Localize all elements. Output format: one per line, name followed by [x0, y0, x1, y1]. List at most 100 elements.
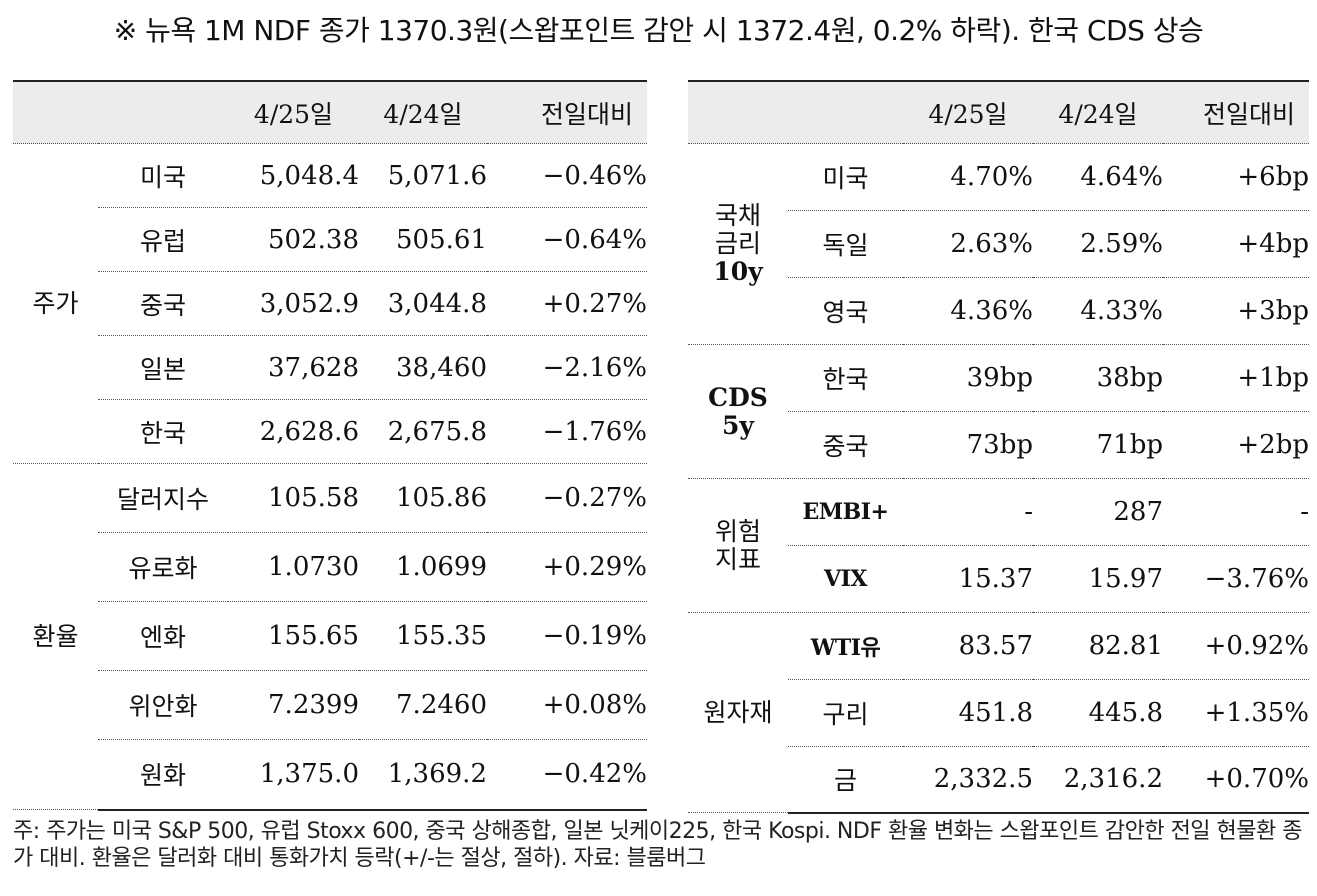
group-label-line: CDS	[708, 382, 768, 412]
page-title: ※ 뉴욕 1M NDF 종가 1370.3원(스왑포인트 감안 시 1372.4…	[113, 14, 1204, 47]
row-label: 금	[788, 746, 903, 814]
value-0425: 73bp	[903, 411, 1033, 479]
table-row: 일본 37,628 38,460 −2.16%	[13, 335, 647, 400]
value-0424: 71bp	[1033, 411, 1163, 479]
table-row: 한국 2,628.6 2,675.8 −1.76%	[13, 399, 647, 464]
table-row: 중국 73bp 71bp +2bp	[688, 411, 1309, 479]
row-label: 구리	[788, 679, 903, 747]
row-label: 엔화	[98, 601, 228, 671]
row-label: EMBI+	[788, 478, 903, 546]
row-label: VIX	[788, 545, 903, 613]
table-row: 엔화 155.65 155.35 −0.19%	[13, 601, 647, 671]
table-row: 원자재 WTI유 83.57 82.81 +0.92%	[688, 612, 1309, 813]
value-0424: 505.61	[359, 207, 487, 272]
value-0424: 2.59%	[1033, 210, 1163, 278]
header-change: 전일대비	[1163, 80, 1309, 144]
value-change: +0.70%	[1163, 746, 1309, 814]
value-change: −3.76%	[1163, 545, 1309, 613]
group-label-text: 주가	[32, 288, 79, 318]
value-change: +0.92%	[1163, 612, 1309, 680]
header-date-0424: 4/24일	[359, 80, 487, 144]
table-header-row: 4/25일 4/24일 전일대비	[688, 80, 1309, 144]
value-0425: 39bp	[903, 344, 1033, 412]
value-change: −2.16%	[487, 335, 647, 400]
value-0425: 3,052.9	[228, 271, 359, 336]
table-row: 환율 달러지수 105.58 105.86 −0.27%	[13, 463, 647, 810]
table-row: 유럽 502.38 505.61 −0.64%	[13, 207, 647, 272]
header-change: 전일대비	[487, 80, 647, 144]
value-0425: 37,628	[228, 335, 359, 400]
row-label: 중국	[788, 411, 903, 479]
value-0424: 287	[1033, 478, 1163, 546]
row-label: 중국	[98, 271, 228, 336]
value-0425: -	[903, 478, 1033, 546]
table-row: 구리 451.8 445.8 +1.35%	[688, 679, 1309, 747]
row-label: 원화	[98, 739, 228, 811]
header-date-0425: 4/25일	[903, 80, 1033, 144]
value-0425: 155.65	[228, 601, 359, 671]
header-item	[98, 80, 228, 144]
value-0424: 38,460	[359, 335, 487, 400]
value-0424: 7.2460	[359, 670, 487, 740]
row-label: 달러지수	[98, 463, 228, 533]
value-change: +0.29%	[487, 532, 647, 602]
table-row: 독일 2.63% 2.59% +4bp	[688, 210, 1309, 278]
row-label: 미국	[98, 143, 228, 208]
row-label: 한국	[98, 399, 228, 464]
group-label-line: 금리	[714, 229, 761, 258]
value-change: −0.46%	[487, 143, 647, 208]
table-row: 위험 지표 EMBI+ -287-	[688, 478, 1309, 613]
value-change: −0.42%	[487, 739, 647, 811]
value-0425: 502.38	[228, 207, 359, 272]
value-0424: 5,071.6	[359, 143, 487, 208]
value-change: −0.64%	[487, 207, 647, 272]
value-0425: 2,628.6	[228, 399, 359, 464]
row-label: 미국	[788, 143, 903, 211]
value-0424: 4.64%	[1033, 143, 1163, 211]
value-0425: 4.70%	[903, 143, 1033, 211]
group-label-line: 5y	[722, 410, 754, 440]
value-change: +4bp	[1163, 210, 1309, 278]
table-row: 주가 미국 5,048.4 5,071.6 −0.46%	[13, 143, 647, 464]
value-0424: 82.81	[1033, 612, 1163, 680]
value-0424: 105.86	[359, 463, 487, 533]
row-label: 독일	[788, 210, 903, 278]
value-0425: 1,375.0	[228, 739, 359, 811]
value-0425: 4.36%	[903, 277, 1033, 345]
table-row: 유로화 1.0730 1.0699 +0.29%	[13, 532, 647, 602]
market-table-right: 4/25일 4/24일 전일대비 국채 금리 10y 미국 4.70% 4.64% +6bp 독일 2…	[688, 80, 1309, 814]
table-row: 위안화 7.2399 7.2460 +0.08%	[13, 670, 647, 740]
group-label: 주가	[13, 143, 98, 464]
group-label-text: 환율	[32, 621, 79, 651]
group-label: 원자재	[688, 612, 788, 813]
value-0425: 5,048.4	[228, 143, 359, 208]
table-row: CDS 5y 한국 39bp 38bp +1bp	[688, 344, 1309, 479]
value-0424: 2,316.2	[1033, 746, 1163, 814]
value-0424: 2,675.8	[359, 399, 487, 464]
value-0424: 3,044.8	[359, 271, 487, 336]
header-group	[688, 80, 788, 144]
value-change: +1.35%	[1163, 679, 1309, 747]
value-change: −0.27%	[487, 463, 647, 533]
group-label-line: 국채	[714, 201, 761, 230]
group-label: CDS 5y	[688, 344, 788, 479]
value-change: +3bp	[1163, 277, 1309, 345]
value-0425: 15.37	[903, 545, 1033, 613]
value-0425: 2,332.5	[903, 746, 1033, 814]
value-0425: 1.0730	[228, 532, 359, 602]
value-0424: 1.0699	[359, 532, 487, 602]
value-0425: 105.58	[228, 463, 359, 533]
value-0424: 155.35	[359, 601, 487, 671]
value-change: +1bp	[1163, 344, 1309, 412]
group-label-line: 위험	[714, 516, 761, 546]
header-item	[788, 80, 903, 144]
group-label-line: 지표	[714, 544, 761, 574]
table-header-row: 4/25일 4/24일 전일대비	[13, 80, 647, 144]
value-change: -	[1163, 478, 1309, 546]
value-change: −1.76%	[487, 399, 647, 464]
group-label: 위험 지표	[688, 478, 788, 613]
table-row: VIX 15.37 15.97 −3.76%	[688, 545, 1309, 613]
value-0424: 38bp	[1033, 344, 1163, 412]
value-change: −0.19%	[487, 601, 647, 671]
row-label: 유럽	[98, 207, 228, 272]
